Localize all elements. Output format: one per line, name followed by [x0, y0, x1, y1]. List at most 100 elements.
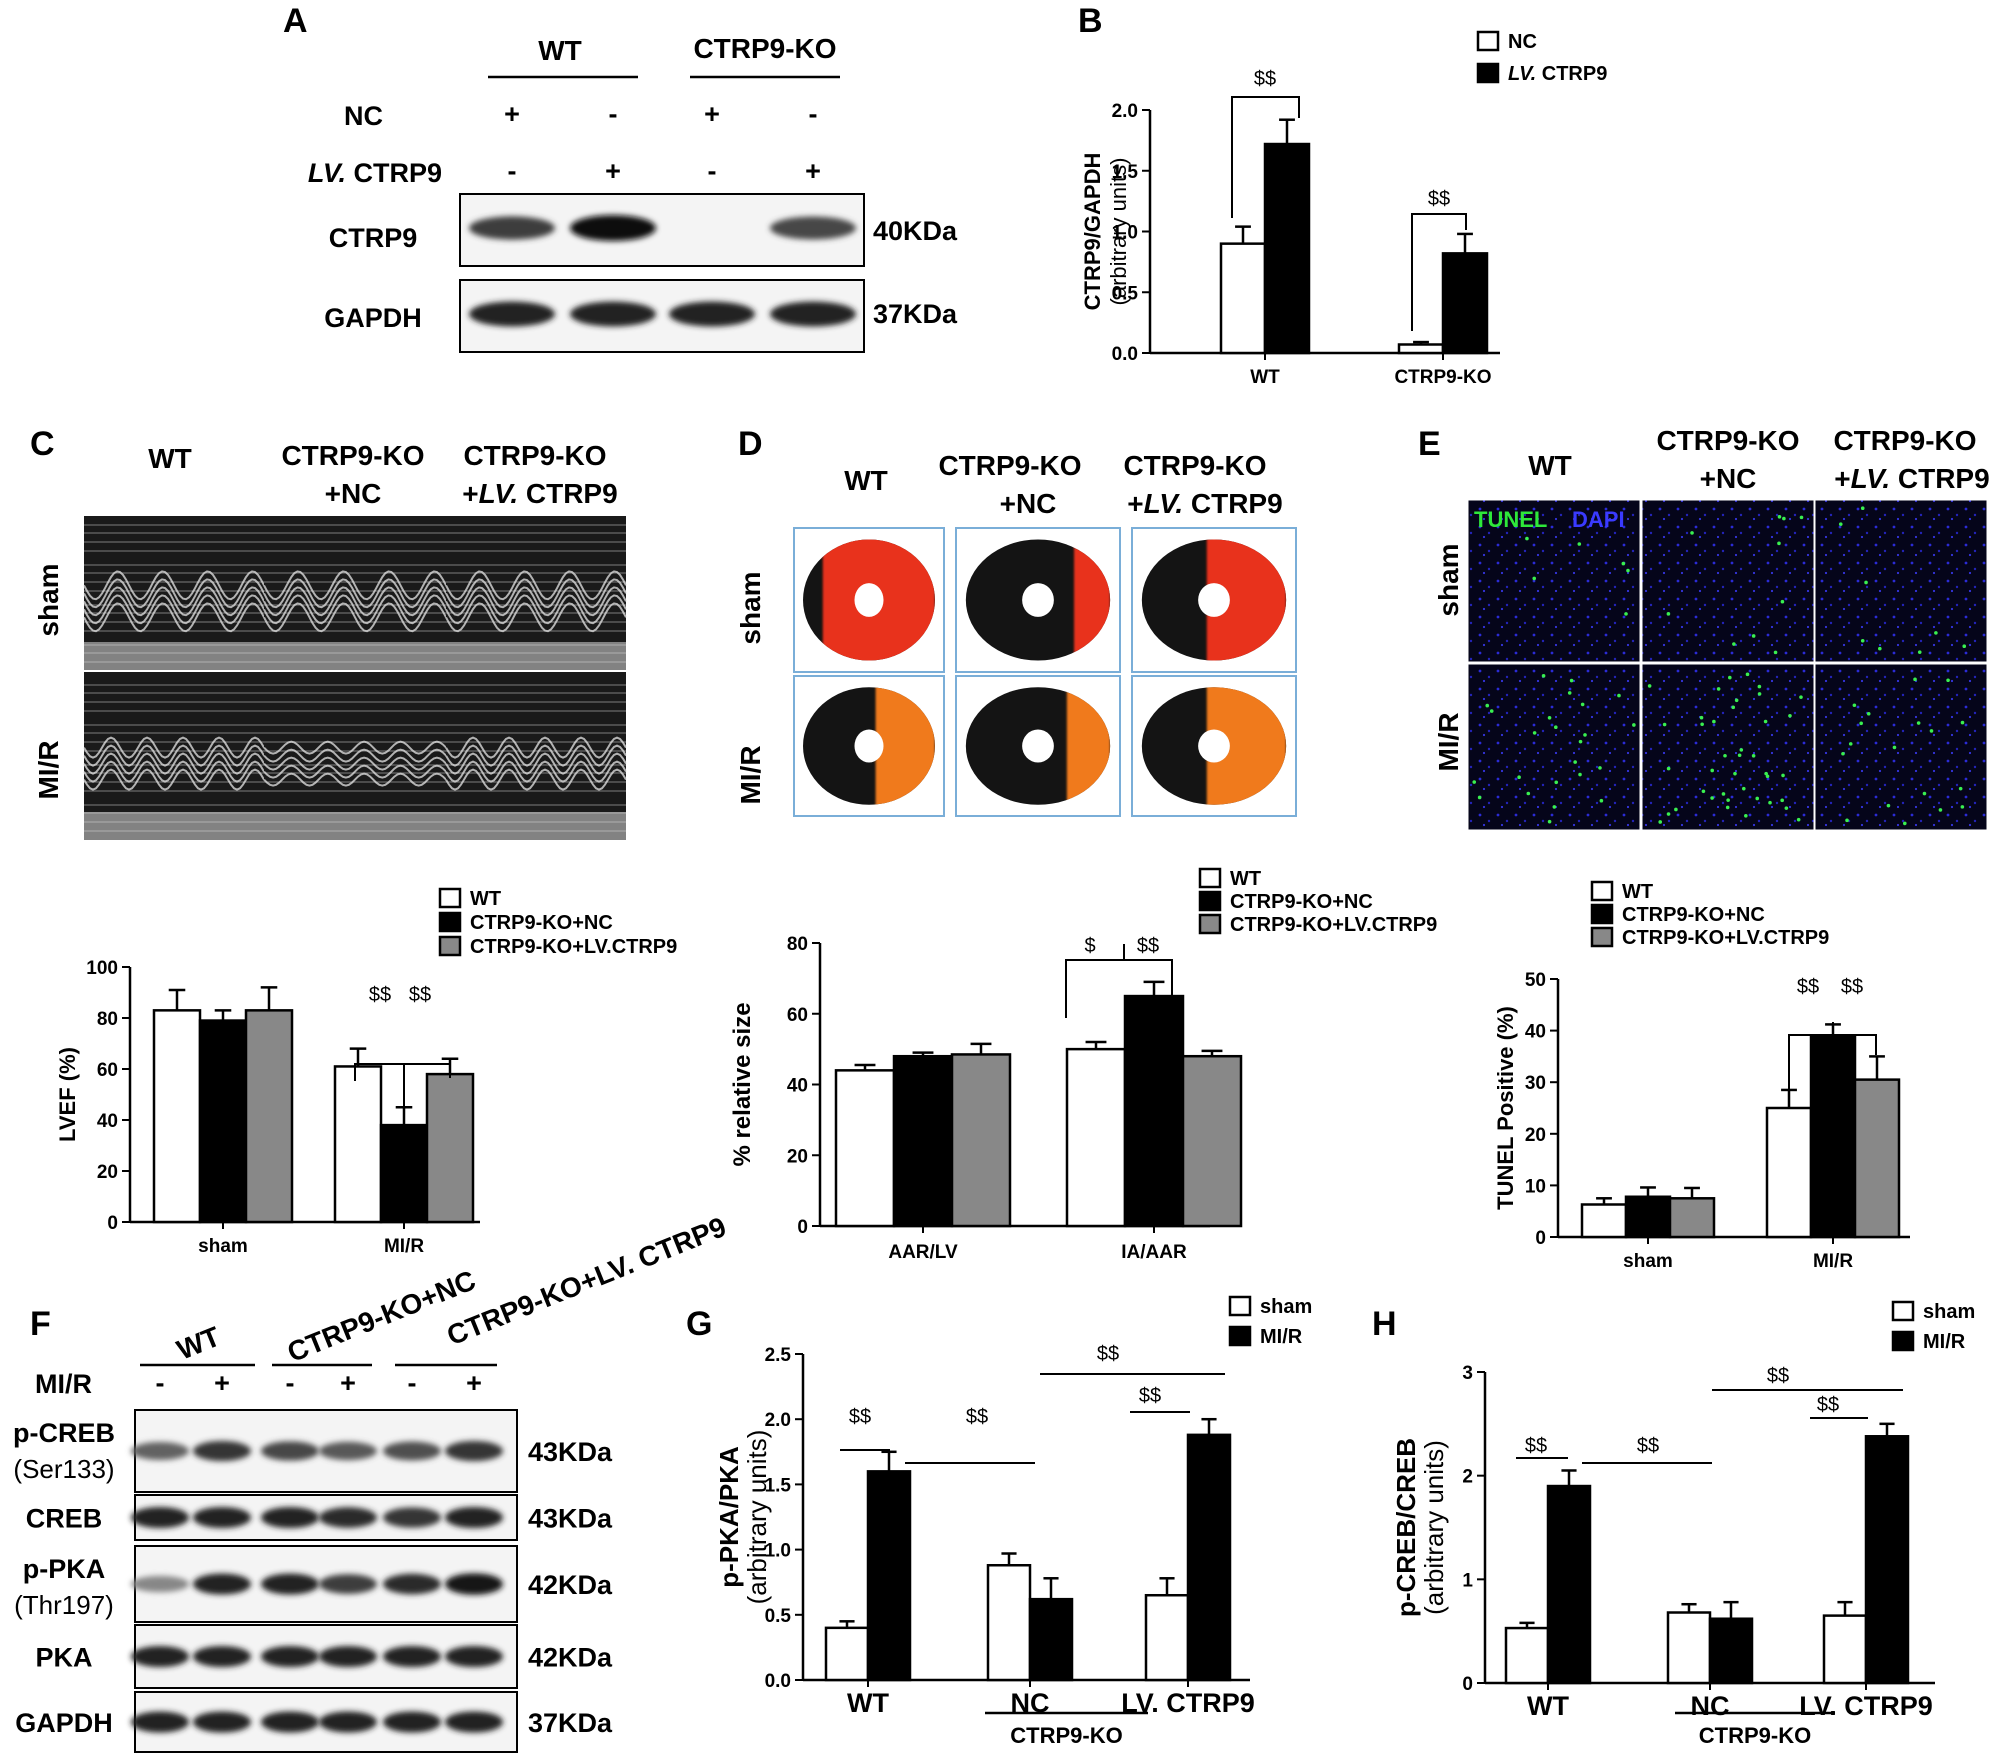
panel-f-band — [131, 1506, 189, 1529]
chart-significance: $$ $$ — [1231, 68, 1467, 331]
chart-legend: NC LV. CTRP9 — [1476, 30, 1607, 85]
tunel-positive — [1624, 612, 1628, 616]
panel-f-band — [319, 1711, 377, 1733]
chart-legend-label: CTRP9-KO+NC — [470, 912, 613, 934]
panel-e-col-ctrp9: CTRP9 — [1890, 463, 1990, 494]
panel-e-col-ko-nc-2: +NC — [1700, 463, 1757, 494]
chart-x-tick-label: WT — [1250, 367, 1280, 388]
tunel-positive — [1838, 522, 1843, 526]
tunel-positive — [1666, 812, 1671, 816]
tunel-bg — [1467, 499, 1641, 663]
panel-e-row-mir: MI/R — [1433, 712, 1464, 771]
panel-e-col-ko-nc-1: CTRP9-KO — [1656, 425, 1799, 456]
panel-c-row-mir: MI/R — [33, 740, 64, 799]
echo-trace — [445, 768, 627, 791]
tunel-positive — [1751, 634, 1756, 638]
chart-group-label: CTRP9-KO — [1010, 1723, 1122, 1748]
tunel-positive — [1701, 789, 1706, 794]
panel-a-signs: + - + - - + - + — [504, 99, 821, 186]
panel-f-blot-size: 42KDa — [528, 1570, 613, 1600]
panel-g-letter: G — [686, 1305, 712, 1343]
panel-a-bands-ctrp9 — [469, 215, 856, 241]
panel-f-band — [193, 1440, 251, 1462]
panel-a: A WT CTRP9-KO NC LV. CTRP9 + - + - - + - + CTRP… — [283, 2, 958, 353]
panel-f-band — [261, 1506, 319, 1529]
chart-legend-label: CTRP9-KO+LV.CTRP9 — [1230, 914, 1437, 936]
echo-trace — [83, 586, 265, 617]
chart-y-label: CTRP9/GAPDH — [1080, 153, 1105, 311]
chart-significance: $ $$ — [1065, 935, 1173, 1032]
chart-x-tick-label: CTRP9-KO — [1394, 367, 1491, 388]
panel-a-blot-ctrp9-size: 40KDa — [873, 216, 958, 246]
tunel-positive — [1845, 818, 1849, 823]
panel-f-protein-label: p-CREB — [13, 1418, 115, 1448]
tunel-positive — [1763, 719, 1768, 724]
panel-f-blot-size: 42KDa — [528, 1643, 613, 1673]
tunel-positive — [1886, 803, 1891, 808]
panel-f-protein-sub: (Thr197) — [14, 1590, 114, 1620]
panel-a-row-lv-label: LV. CTRP9 — [308, 158, 442, 188]
chart-bar — [198, 1019, 248, 1224]
chart-legend-text: CTRP9-KO+NC — [1230, 891, 1373, 913]
tunel-positive — [1788, 713, 1792, 718]
panel-d-col-ko-nc-1: CTRP9-KO — [938, 450, 1081, 481]
chart-legend-swatch — [1198, 913, 1222, 935]
chart-legend-text: CTRP9-KO+LV.CTRP9 — [470, 936, 677, 958]
tunel-bg — [1641, 499, 1815, 663]
panel-f-band — [193, 1573, 251, 1595]
chart-legend-text: sham — [1260, 1296, 1312, 1318]
tunel-positive — [1913, 677, 1917, 682]
tunel-positive — [1732, 642, 1736, 646]
panel-d-row-sham: sham — [735, 571, 766, 644]
panel-f-protein-label: p-PKA — [23, 1554, 106, 1584]
echo-trace — [263, 772, 447, 787]
panel-a-band — [570, 301, 656, 327]
tunel-positive — [1960, 805, 1965, 809]
ttc-slice — [955, 675, 1121, 817]
panel-d: D WT CTRP9-KO +NC CTRP9-KO +LV. CTRP9 sh… — [735, 425, 1297, 817]
panel-a-band — [669, 301, 755, 327]
panel-e-stain-dapi: DAPI — [1572, 507, 1625, 532]
panel-f-band — [445, 1506, 503, 1529]
chart-bar — [379, 1123, 429, 1224]
panel-f-protein-label: GAPDH — [15, 1708, 113, 1738]
chart-sig-label: $$ — [1841, 976, 1863, 998]
echo-trace — [83, 768, 265, 791]
panel-f-protein-sub: (Ser133) — [13, 1454, 114, 1484]
panel-b: B 0.0 0.5 1.0 1.5 2.0 WT CTRP9-KO CTRP9/GAPDH (a… — [1078, 2, 1607, 388]
chart-series-1 — [1546, 1422, 1910, 1685]
chart-y-tick-label: 0 — [107, 1213, 118, 1234]
chart-legend-text: sham — [1923, 1301, 1975, 1323]
panel-d-col-lv: LV. — [1144, 488, 1183, 519]
chart-b: 0.0 0.5 1.0 1.5 2.0 WT CTRP9-KO CTRP9/GAPDH (arb… — [1080, 30, 1607, 388]
tunel-positive — [1916, 721, 1921, 725]
tunel-positive — [1852, 703, 1857, 708]
chart-sig-label: $$ — [1817, 1394, 1839, 1416]
panel-f-blot-0: p-CREB (Ser133) 43KDa — [13, 1409, 613, 1493]
chart-legend-swatch — [1476, 62, 1500, 84]
chart-sig-label: $$ — [1428, 188, 1450, 210]
tunel-positive — [1699, 715, 1704, 720]
tunel-positive — [1946, 678, 1950, 683]
panel-c-row-sham: sham — [33, 563, 64, 636]
echo-trace — [263, 594, 447, 625]
panel-a-row-nc-text: NC — [344, 101, 383, 131]
tunel-positive — [1734, 698, 1739, 703]
chart-bar — [1028, 1597, 1074, 1682]
chart-bar — [1219, 242, 1267, 355]
chart-series-1 — [892, 980, 1185, 1228]
panel-f-band — [261, 1573, 319, 1595]
tunel-positive — [1929, 729, 1934, 733]
panel-f-band — [261, 1441, 319, 1461]
panel-f-band — [131, 1711, 189, 1733]
chart-series-2 — [950, 1042, 1243, 1228]
chart-legend-label: CTRP9-KO+LV.CTRP9 — [470, 936, 677, 958]
chart-series-1 — [198, 1009, 429, 1224]
panel-c-col-wt: WT — [148, 443, 192, 474]
chart-series-0 — [824, 1552, 1190, 1682]
panel-f-band — [261, 1645, 319, 1668]
chart-legend-swatch — [1198, 890, 1222, 912]
chart-bar — [333, 1065, 383, 1224]
